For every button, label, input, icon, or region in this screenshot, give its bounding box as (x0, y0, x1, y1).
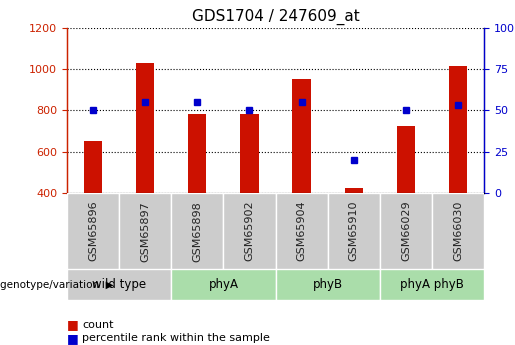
Bar (432, 193, 484, 269)
Text: wild type: wild type (92, 278, 146, 291)
Text: GSM66030: GSM66030 (453, 201, 463, 262)
Bar (241, 114, 259, 193)
Text: GSM65910: GSM65910 (349, 201, 359, 262)
Bar (188, 114, 207, 193)
Bar (171, 193, 224, 269)
Text: GSM65898: GSM65898 (192, 201, 202, 262)
Text: percentile rank within the sample: percentile rank within the sample (82, 333, 270, 343)
Bar (224, 193, 276, 269)
Bar (171, 269, 276, 300)
Bar (67, 193, 119, 269)
Bar (136, 63, 154, 193)
Bar (380, 269, 484, 300)
Text: GSM65902: GSM65902 (245, 201, 254, 262)
Text: GSM66029: GSM66029 (401, 201, 411, 262)
Bar (119, 193, 171, 269)
Bar (276, 193, 328, 269)
Bar (328, 193, 380, 269)
Text: phyA: phyA (209, 278, 238, 291)
Title: GDS1704 / 247609_at: GDS1704 / 247609_at (192, 9, 359, 25)
Bar (276, 269, 380, 300)
Text: ■: ■ (67, 318, 79, 331)
Bar (380, 193, 432, 269)
Bar (397, 126, 415, 193)
Text: GSM65897: GSM65897 (140, 201, 150, 262)
Text: GSM65896: GSM65896 (88, 201, 98, 262)
Bar (67, 269, 171, 300)
Text: phyA phyB: phyA phyB (400, 278, 464, 291)
Bar (449, 66, 467, 193)
Text: GSM65904: GSM65904 (297, 201, 306, 262)
Bar (293, 79, 311, 193)
Bar (84, 141, 102, 193)
Text: genotype/variation  ▶: genotype/variation ▶ (0, 280, 114, 289)
Bar (345, 188, 363, 193)
Text: count: count (82, 320, 114, 330)
Text: phyB: phyB (313, 278, 342, 291)
Text: ■: ■ (67, 332, 79, 345)
